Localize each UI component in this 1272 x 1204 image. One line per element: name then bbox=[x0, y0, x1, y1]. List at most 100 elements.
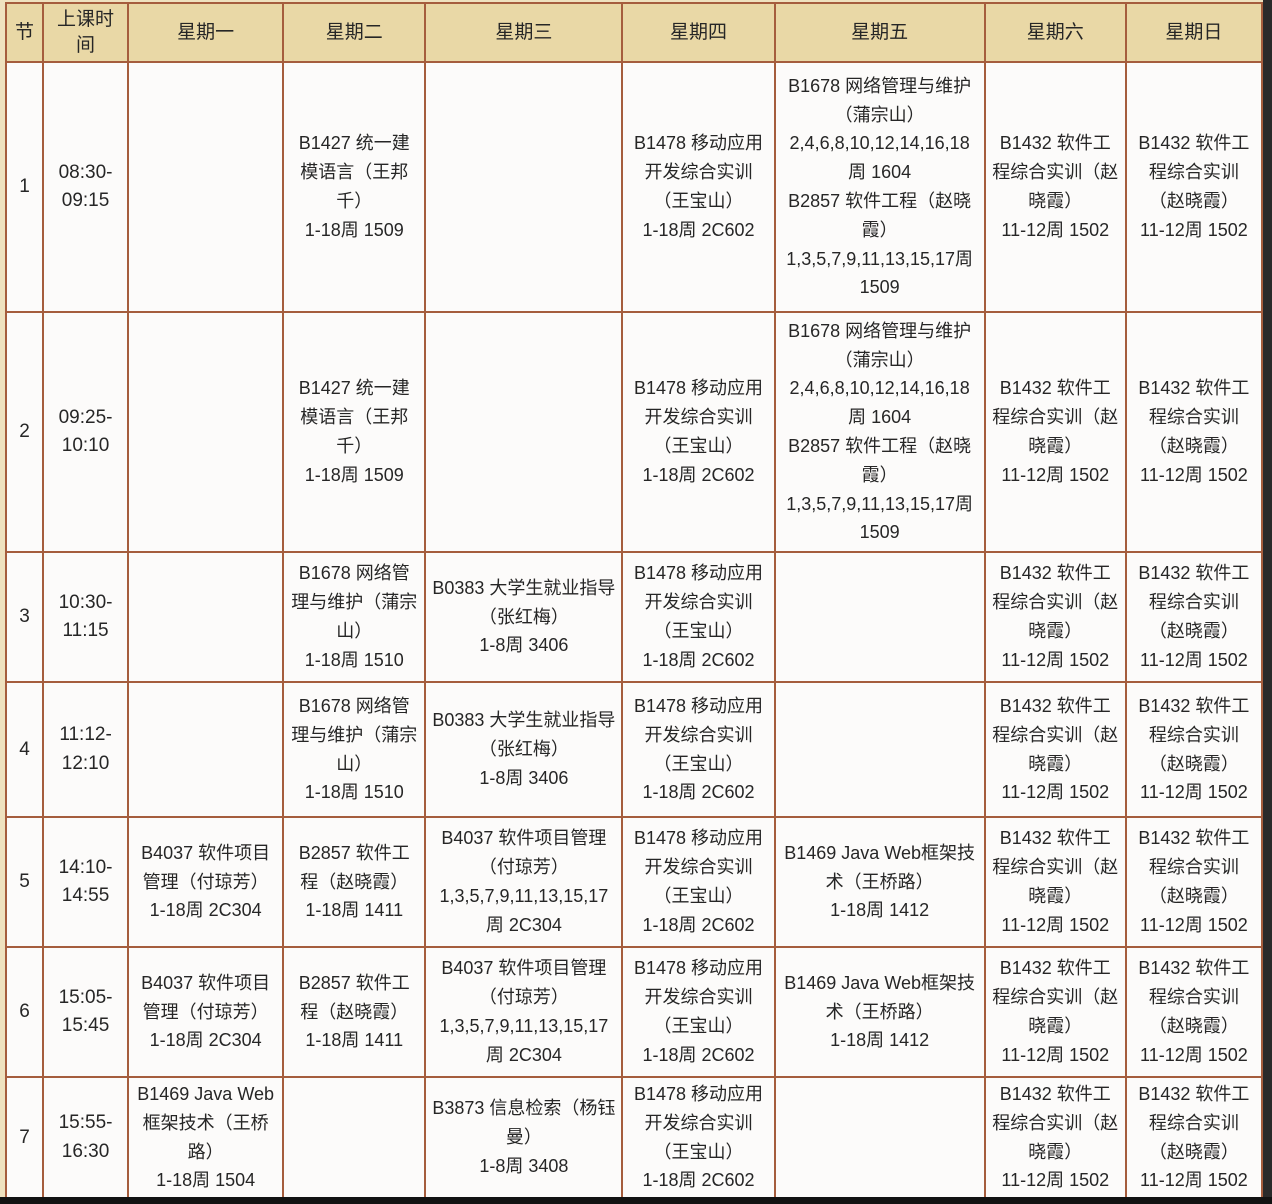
course-title: B1432 软件工程综合实训（赵晓霞） bbox=[992, 563, 1119, 641]
course-weeks-room: 11-12周 1502 bbox=[1140, 914, 1248, 935]
course-weeks-room: 1,3,5,7,9,11,13,15,17周 2C304 bbox=[439, 1016, 609, 1065]
timetable-header-row: 节上课时间 星期一 星期二 星期三 星期四 星期五 星期六 星期日 bbox=[4, 2, 1264, 63]
timetable-cell bbox=[424, 61, 624, 313]
course-weeks-room: 11-12周 1502 bbox=[1001, 914, 1110, 935]
course-entry: B1432 软件工程综合实训（赵晓霞） 11-12周 1502 bbox=[992, 129, 1119, 244]
class-timetable: 节上课时间 星期一 星期二 星期三 星期四 星期五 星期六 星期日 1 08:30- 09:15… bbox=[4, 2, 1264, 1200]
course-title: B1427 统一建模语言（王邦千） bbox=[298, 133, 410, 211]
course-title: B1678 网络管理与维护（蒲宗山） bbox=[788, 75, 972, 125]
course-entry: B1469 Java Web框架技术（王桥路） 1-18周 1412 bbox=[782, 969, 978, 1055]
course-entry: B1432 软件工程综合实训（赵晓霞） 11-12周 1502 bbox=[1133, 129, 1255, 244]
course-weeks-room: 1-18周 1412 bbox=[830, 1030, 930, 1051]
course-weeks-room: 1-8周 3408 bbox=[479, 1155, 569, 1176]
course-entry: B1432 软件工程综合实训（赵晓霞） 11-12周 1502 bbox=[1133, 559, 1255, 674]
column-header-7: 星期六 bbox=[983, 2, 1127, 63]
course-title: B1432 软件工程综合实训（赵晓霞） bbox=[992, 133, 1119, 211]
timetable-cell: B0383 大学生就业指导（张红梅） 1-8周 3406 bbox=[424, 681, 624, 818]
course-entry: B1478 移动应用开发综合实训（王宝山） 1-18周 2C602 bbox=[629, 129, 767, 244]
timetable-cell: B1469 Java Web框架技术（王桥路） 1-18周 1412 bbox=[773, 946, 986, 1078]
course-entry: B1469 Java Web框架技术（王桥路） 1-18周 1412 bbox=[782, 839, 978, 925]
course-title: B1478 移动应用开发综合实训（王宝山） bbox=[633, 133, 764, 211]
course-weeks-room: 11-12周 1502 bbox=[1140, 649, 1248, 670]
timetable-cell: B1432 软件工程综合实训（赵晓霞） 11-12周 1502 bbox=[1124, 946, 1264, 1078]
course-entry: B1469 Java Web框架技术（王桥路） 1-18周 1504 bbox=[135, 1080, 276, 1195]
timetable-cell: B1432 软件工程综合实训（赵晓霞） 11-12周 1502 bbox=[983, 61, 1127, 313]
course-entry: B1427 统一建模语言（王邦千） 1-18周 1509 bbox=[290, 374, 418, 489]
timetable-cell: B1432 软件工程综合实训（赵晓霞） 11-12周 1502 bbox=[983, 681, 1127, 818]
timetable-cell bbox=[127, 311, 285, 553]
course-weeks-room: 2,4,6,8,10,12,14,16,18周 1604 bbox=[789, 133, 970, 183]
timetable-cell: B1469 Java Web框架技术（王桥路） 1-18周 1504 bbox=[127, 1075, 285, 1200]
course-entry: B1432 软件工程综合实训（赵晓霞） 11-12周 1502 bbox=[992, 559, 1119, 674]
timetable-cell: B1478 移动应用开发综合实训（王宝山） 1-18周 2C602 bbox=[621, 681, 776, 818]
course-title: B1478 移动应用开发综合实训（王宝山） bbox=[633, 958, 764, 1036]
course-weeks-room: 1,3,5,7,9,11,13,15,17周 2C304 bbox=[439, 886, 609, 935]
course-entry: B1432 软件工程综合实训（赵晓霞） 11-12周 1502 bbox=[992, 1080, 1119, 1195]
timetable-cell: B1432 软件工程综合实训（赵晓霞） 11-12周 1502 bbox=[983, 551, 1127, 683]
course-weeks-room: 1-18周 1411 bbox=[305, 900, 404, 921]
course-title: B1478 移动应用开发综合实训（王宝山） bbox=[633, 828, 764, 906]
course-entry: B1432 软件工程综合实训（赵晓霞） 11-12周 1502 bbox=[1133, 824, 1255, 939]
course-weeks-room: 11-12周 1502 bbox=[1001, 219, 1110, 240]
timetable-cell: B1432 软件工程综合实训（赵晓霞） 11-12周 1502 bbox=[983, 311, 1127, 553]
course-weeks-room: 1-18周 1510 bbox=[304, 649, 404, 670]
column-header-6: 星期五 bbox=[773, 2, 986, 63]
course-weeks-room: 1-18周 2C602 bbox=[642, 219, 755, 240]
course-weeks-room: 11-12周 1502 bbox=[1140, 219, 1248, 240]
timetable-cell: B1432 软件工程综合实训（赵晓霞） 11-12周 1502 bbox=[1124, 816, 1264, 948]
course-title: B4037 软件项目管理（付琼芳） bbox=[141, 972, 271, 1022]
period-number: 3 bbox=[4, 551, 45, 683]
course-title: B1469 Java Web框架技术（王桥路） bbox=[784, 842, 976, 892]
course-weeks-room: 1-18周 1510 bbox=[304, 782, 404, 803]
course-title: B1432 软件工程综合实训（赵晓霞） bbox=[992, 695, 1119, 774]
period-number: 7 bbox=[4, 1075, 45, 1200]
timetable-row-6: 6 15:05- 15:45 B4037 软件项目管理（付琼芳） 1-18周 2C30… bbox=[4, 946, 1264, 1078]
column-header-8: 星期日 bbox=[1124, 2, 1264, 63]
course-title: B1432 软件工程综合实训（赵晓霞） bbox=[992, 958, 1119, 1036]
timetable-cell: B1432 软件工程综合实训（赵晓霞） 11-12周 1502 bbox=[983, 946, 1127, 1078]
class-time: 10:30- 11:15 bbox=[42, 551, 130, 683]
timetable-cell: B1469 Java Web框架技术（王桥路） 1-18周 1412 bbox=[773, 816, 986, 948]
timetable-cell: B1678 网络管理与维护（蒲宗山） 1-18周 1510 bbox=[282, 551, 427, 683]
timetable-cell: B1678 网络管理与维护（蒲宗山） 2,4,6,8,10,12,14,16,18… bbox=[773, 61, 986, 313]
timetable-cell bbox=[282, 1075, 427, 1200]
timetable-cell: B1478 移动应用开发综合实训（王宝山） 1-18周 2C602 bbox=[621, 311, 776, 553]
course-entry: B1478 移动应用开发综合实训（王宝山） 1-18周 2C602 bbox=[629, 374, 767, 489]
course-title: B1469 Java Web框架技术（王桥路） bbox=[784, 972, 976, 1022]
class-time: 15:55- 16:30 bbox=[42, 1075, 130, 1200]
timetable-cell: B1432 软件工程综合实训（赵晓霞） 11-12周 1502 bbox=[983, 816, 1127, 948]
course-entry: B1432 软件工程综合实训（赵晓霞） 11-12周 1502 bbox=[1133, 954, 1255, 1069]
timetable-cell: B2857 软件工程（赵晓霞） 1-18周 1411 bbox=[282, 946, 427, 1078]
course-title: B0383 大学生就业指导（张红梅） bbox=[432, 710, 616, 760]
timetable-cell: B1478 移动应用开发综合实训（王宝山） 1-18周 2C602 bbox=[621, 1075, 776, 1200]
course-entry: B1427 统一建模语言（王邦千） 1-18周 1509 bbox=[290, 129, 418, 244]
period-number: 4 bbox=[4, 681, 45, 818]
column-header-1: 上课时间 bbox=[42, 2, 130, 63]
course-weeks-room: 1-18周 2C602 bbox=[642, 464, 755, 485]
course-weeks-room: 1-18周 2C602 bbox=[642, 782, 755, 803]
course-entry: B2857 软件工程（赵晓霞） 1-18周 1411 bbox=[290, 839, 418, 925]
course-title: B1678 网络管理与维护（蒲宗山） bbox=[291, 563, 418, 641]
course-weeks-room: 11-12周 1502 bbox=[1140, 1170, 1248, 1191]
timetable-cell: B0383 大学生就业指导（张红梅） 1-8周 3406 bbox=[424, 551, 624, 683]
timetable-cell: B1432 软件工程综合实训（赵晓霞） 11-12周 1502 bbox=[1124, 551, 1264, 683]
timetable-cell: B1678 网络管理与维护（蒲宗山） 1-18周 1510 bbox=[282, 681, 427, 818]
timetable-cell: B1432 软件工程综合实训（赵晓霞） 11-12周 1502 bbox=[983, 1075, 1127, 1200]
course-title: B1432 软件工程综合实训（赵晓霞） bbox=[992, 1084, 1119, 1162]
period-number: 6 bbox=[4, 946, 45, 1078]
timetable-cell: B1432 软件工程综合实训（赵晓霞） 11-12周 1502 bbox=[1124, 681, 1264, 818]
course-entry: B1478 移动应用开发综合实训（王宝山） 1-18周 2C602 bbox=[629, 692, 767, 807]
timetable-cell: B1427 统一建模语言（王邦千） 1-18周 1509 bbox=[282, 311, 427, 553]
course-title: B1432 软件工程综合实训（赵晓霞） bbox=[992, 378, 1119, 456]
course-entry: B4037 软件项目管理（付琼芳） 1-18周 2C304 bbox=[135, 839, 276, 925]
timetable-cell: B4037 软件项目管理（付琼芳） 1-18周 2C304 bbox=[127, 816, 285, 948]
timetable-row-4: 4 11:12- 12:10 B1678 网络管理与维护（蒲宗山） 1-18周 151… bbox=[4, 681, 1264, 818]
course-weeks-room: 11-12周 1502 bbox=[1140, 1044, 1248, 1065]
timetable-cell: B4037 软件项目管理（付琼芳） 1-18周 2C304 bbox=[127, 946, 285, 1078]
course-title: B4037 软件项目管理（付琼芳） bbox=[441, 828, 607, 878]
course-title: B1432 软件工程综合实训（赵晓霞） bbox=[1138, 378, 1250, 456]
course-entry: B1678 网络管理与维护（蒲宗山） 1-18周 1510 bbox=[290, 559, 418, 674]
course-weeks-room: 11-12周 1502 bbox=[1001, 1170, 1110, 1191]
timetable-row-3: 3 10:30- 11:15 B1678 网络管理与维护（蒲宗山） 1-18周 151… bbox=[4, 551, 1264, 683]
timetable-cell: B1478 移动应用开发综合实训（王宝山） 1-18周 2C602 bbox=[621, 551, 776, 683]
